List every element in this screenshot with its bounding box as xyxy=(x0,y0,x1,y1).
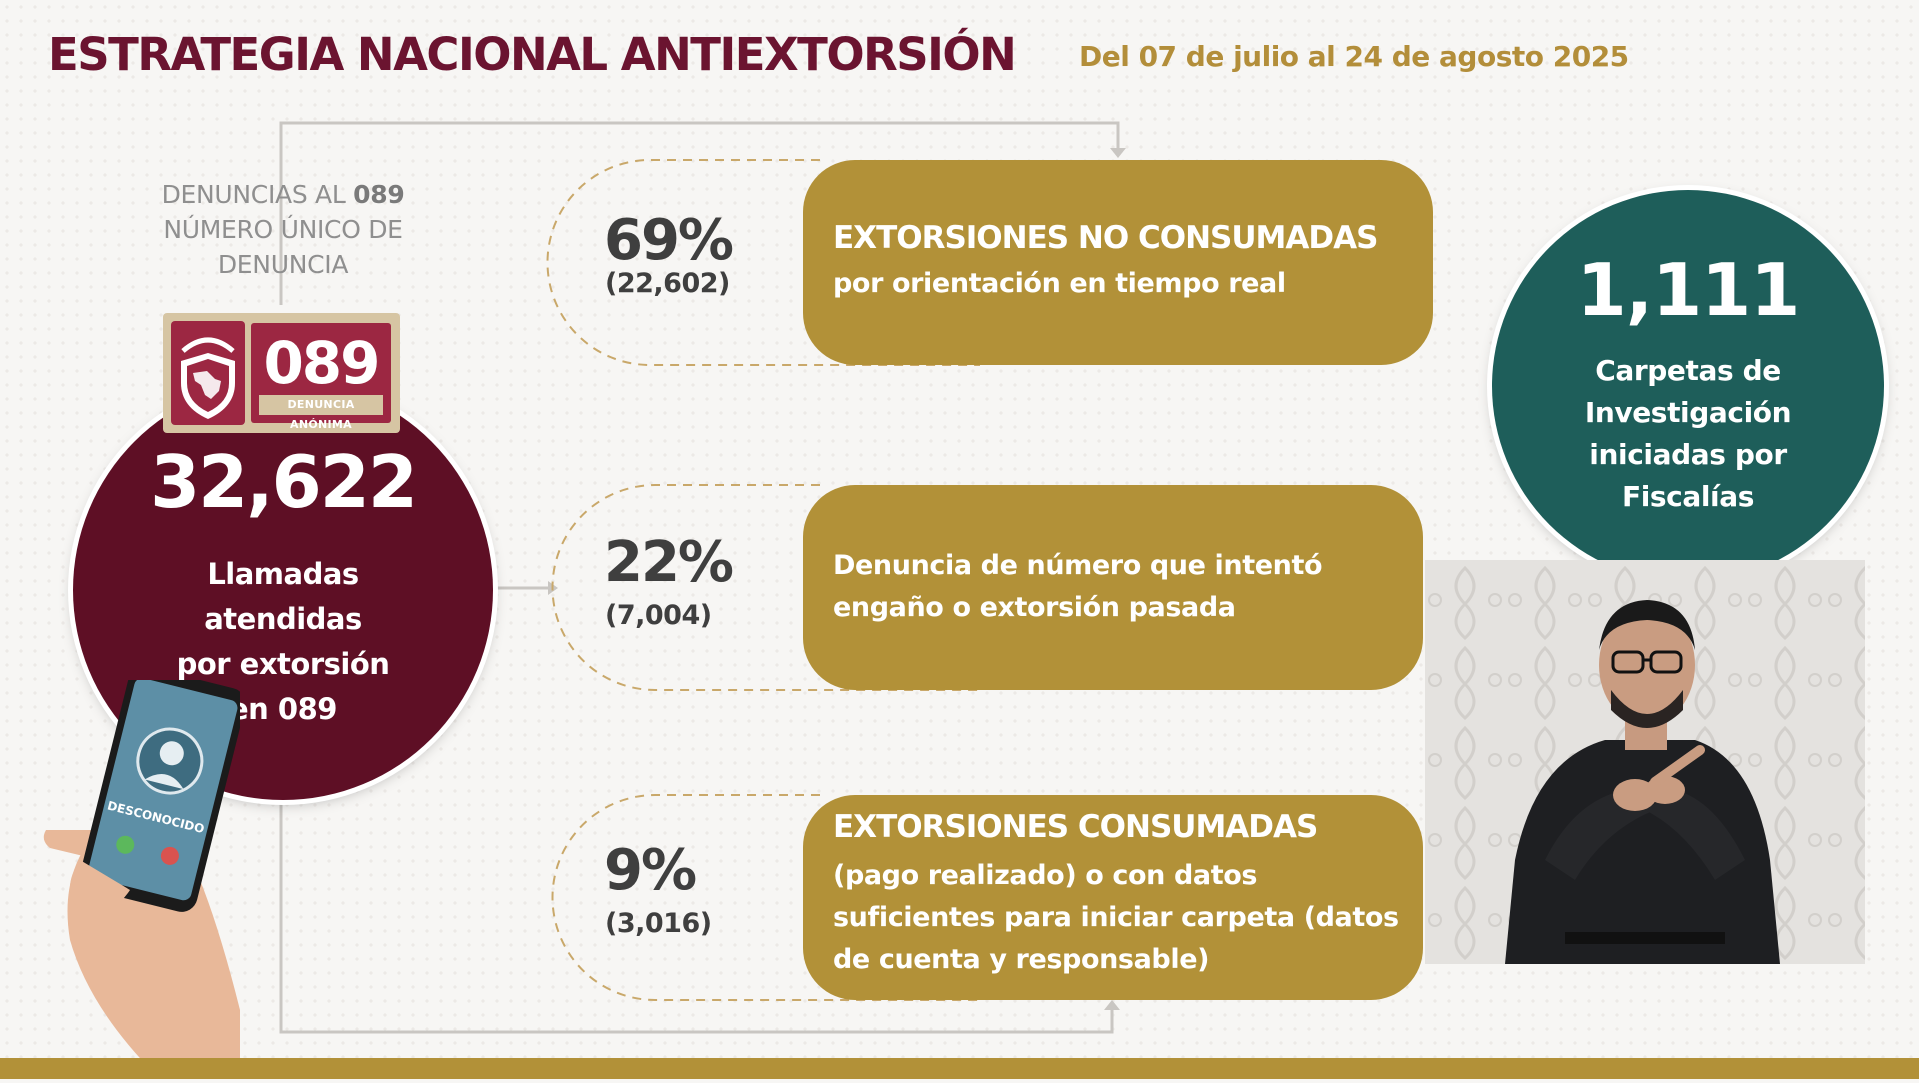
logo-caption: DENUNCIA ANÓNIMA xyxy=(259,395,383,431)
answer-call-icon[interactable] xyxy=(114,834,136,856)
row3-pill: EXTORSIONES CONSUMADAS (pago realizado) … xyxy=(803,795,1423,1000)
row2-pill: Denuncia de número que intentó engaño o … xyxy=(803,485,1423,690)
source-label: DENUNCIAS AL 089 NÚMERO ÚNICO DE DENUNCI… xyxy=(138,177,428,282)
row1-pill: EXTORSIONES NO CONSUMADAS por orientació… xyxy=(803,160,1433,365)
row1-percent: 69% xyxy=(604,208,734,273)
shield-mexico-map-icon xyxy=(171,321,245,425)
date-range: Del 07 de julio al 24 de agosto 2025 xyxy=(1079,40,1629,73)
row3-headline: EXTORSIONES CONSUMADAS xyxy=(833,809,1318,845)
row3-percent: 9% xyxy=(604,838,697,903)
row1-body: por orientación en tiempo real xyxy=(833,263,1403,305)
calls-line4: en 089 xyxy=(229,692,337,726)
phone-illustration: DESCONOCIDO xyxy=(40,666,246,1079)
calls-line3: por extorsión xyxy=(176,647,390,681)
investigations-circle: 1,111 Carpetas de Investigación iniciada… xyxy=(1492,190,1884,582)
interpreter-figure xyxy=(1425,560,1865,964)
row3-count: (3,016) xyxy=(605,908,712,939)
logo-number: 089 xyxy=(263,329,380,397)
footer-bar xyxy=(0,1058,1919,1079)
logo-089: 089 DENUNCIA ANÓNIMA xyxy=(163,313,400,433)
row3-body-line1: (pago realizado) o con datos xyxy=(833,860,1258,891)
hand-holding-phone-icon: DESCONOCIDO xyxy=(43,666,246,1079)
investigations-line1: Carpetas de xyxy=(1595,354,1781,387)
investigations-line4: Fiscalías xyxy=(1621,480,1755,513)
calls-description: Llamadas atendidas por extorsión en 089 xyxy=(133,552,433,732)
source-label-line2: NÚMERO ÚNICO DE xyxy=(163,215,403,244)
investigations-description: Carpetas de Investigación iniciadas por … xyxy=(1552,350,1824,518)
source-label-line3: DENUNCIA xyxy=(217,250,349,279)
row3-body-line2: suficientes para iniciar carpeta (datos xyxy=(833,902,1399,933)
row3-body: (pago realizado) o con datos suficientes… xyxy=(833,855,1403,981)
row2-body: Denuncia de número que intentó engaño o … xyxy=(833,545,1403,629)
page-title: ESTRATEGIA NACIONAL ANTIEXTORSIÓN xyxy=(48,28,1017,81)
investigations-line2: Investigación xyxy=(1584,396,1792,429)
row2-percent: 22% xyxy=(604,530,734,595)
row1-body-line1: por orientación en tiempo real xyxy=(833,268,1286,299)
row2-body-line1: Denuncia de número que intentó xyxy=(833,550,1323,581)
interpreter-video xyxy=(1425,560,1865,964)
row2-count: (7,004) xyxy=(605,600,712,631)
source-label-prefix: DENUNCIAS AL xyxy=(161,180,354,209)
source-label-number: 089 xyxy=(353,180,405,209)
calls-line2: atendidas xyxy=(204,602,362,636)
row1-count: (22,602) xyxy=(605,268,730,299)
calls-value: 32,622 xyxy=(150,440,418,524)
investigations-value: 1,111 xyxy=(1576,248,1801,332)
row3-body-line3: de cuenta y responsable) xyxy=(833,944,1210,975)
investigations-line3: iniciadas por xyxy=(1589,438,1787,471)
calls-line1: Llamadas xyxy=(207,557,359,591)
reject-call-icon[interactable] xyxy=(159,845,181,867)
row1-headline: EXTORSIONES NO CONSUMADAS xyxy=(833,220,1378,256)
row2-body-line2: engaño o extorsión pasada xyxy=(833,592,1236,623)
logo-number-box: 089 DENUNCIA ANÓNIMA xyxy=(251,323,391,431)
